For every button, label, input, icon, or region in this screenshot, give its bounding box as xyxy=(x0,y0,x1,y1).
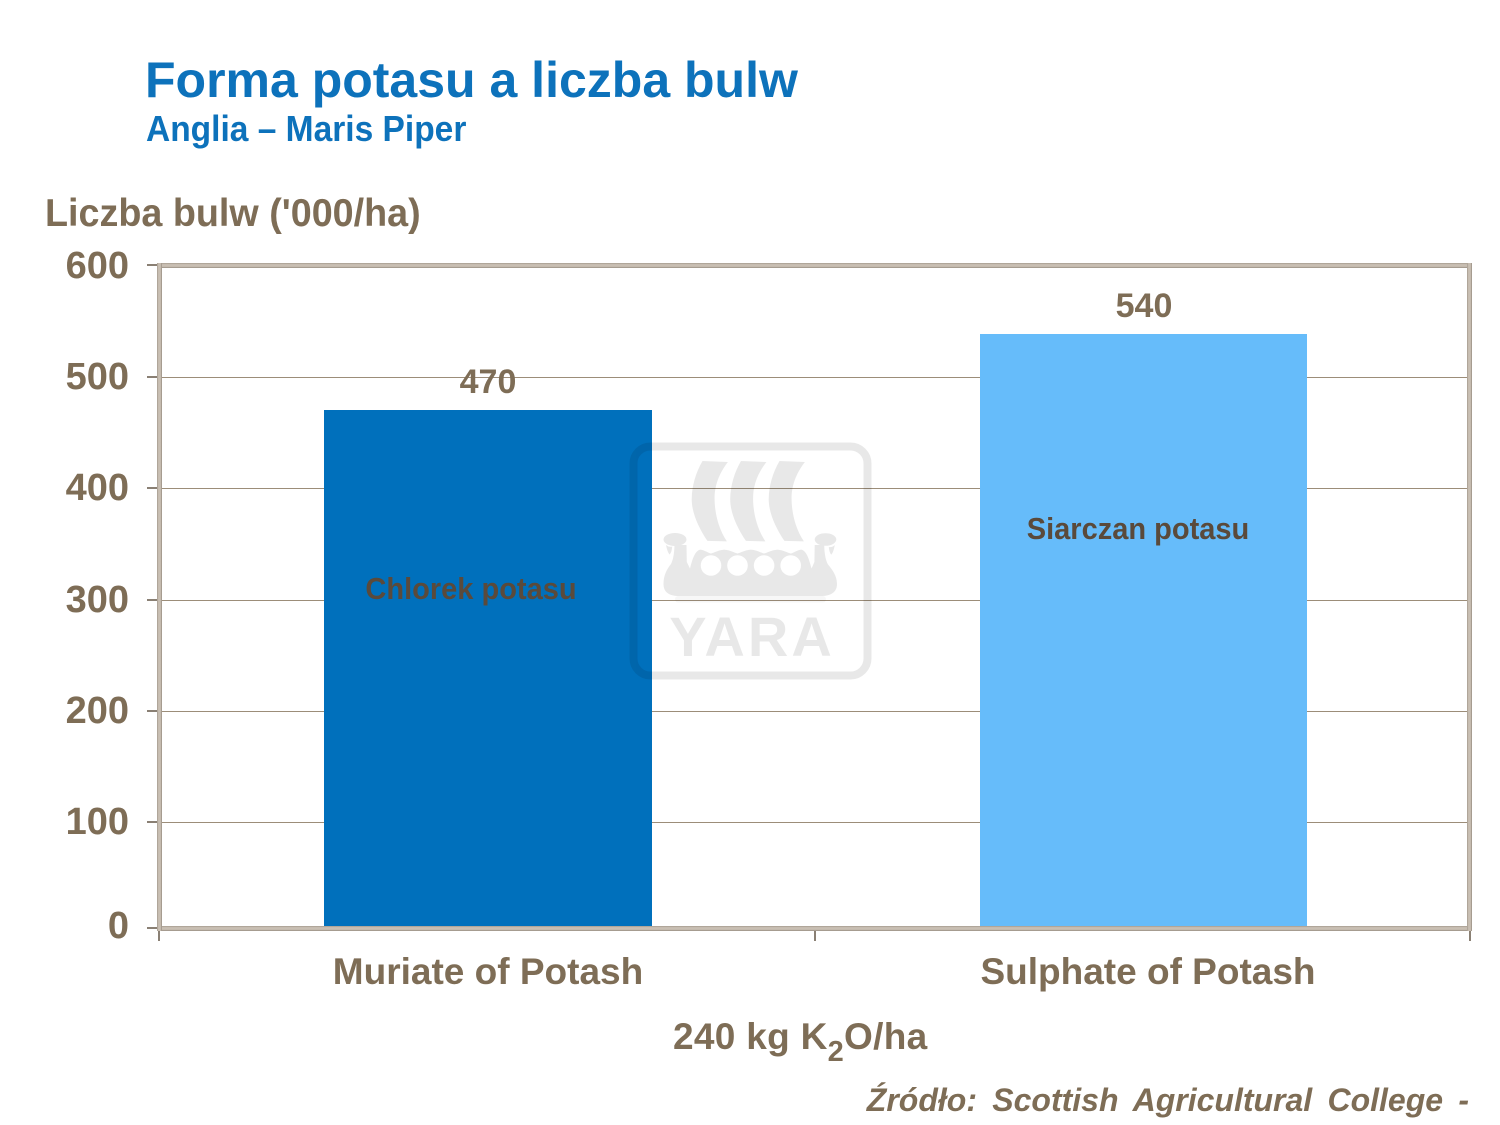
svg-text:YARA: YARA xyxy=(669,605,835,668)
